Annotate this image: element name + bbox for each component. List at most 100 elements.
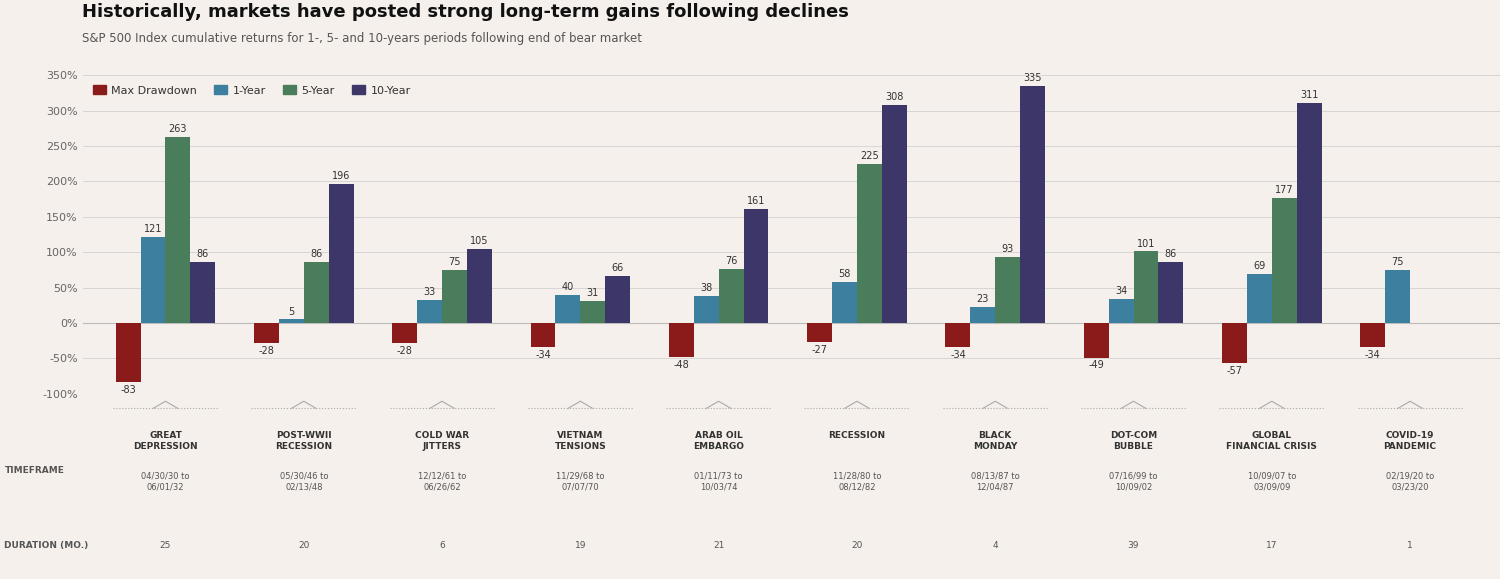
Text: 04/30/30 to
06/01/32: 04/30/30 to 06/01/32 — [141, 472, 189, 492]
Text: 75: 75 — [448, 257, 460, 267]
Text: 11/29/68 to
07/07/70: 11/29/68 to 07/07/70 — [556, 472, 604, 492]
Text: 10/09/07 to
03/09/09: 10/09/07 to 03/09/09 — [1248, 472, 1296, 492]
Text: 33: 33 — [423, 287, 435, 297]
Text: 75: 75 — [1392, 257, 1404, 267]
Text: 58: 58 — [839, 269, 850, 279]
Bar — [116, 323, 141, 382]
Text: 4: 4 — [993, 541, 998, 551]
Bar — [718, 269, 744, 323]
Text: 86: 86 — [310, 250, 322, 259]
Text: 38: 38 — [700, 283, 712, 293]
Bar — [1272, 197, 1296, 323]
Bar — [1384, 270, 1410, 323]
Text: Historically, markets have posted strong long-term gains following declines: Historically, markets have posted strong… — [82, 3, 849, 21]
Text: 121: 121 — [144, 225, 162, 234]
Text: 335: 335 — [1023, 73, 1042, 83]
Bar — [141, 237, 165, 323]
Text: DOT-COM
BUBBLE: DOT-COM BUBBLE — [1110, 431, 1156, 451]
Text: 177: 177 — [1275, 185, 1293, 195]
Text: COVID-19
PANDEMIC: COVID-19 PANDEMIC — [1383, 431, 1437, 451]
Text: GREAT
DEPRESSION: GREAT DEPRESSION — [134, 431, 198, 451]
Text: 101: 101 — [1137, 239, 1155, 248]
Text: 69: 69 — [1252, 261, 1266, 272]
Text: 161: 161 — [747, 196, 765, 206]
Bar — [1020, 86, 1046, 323]
Bar — [190, 262, 216, 323]
Text: 23: 23 — [976, 294, 988, 304]
Text: -57: -57 — [1227, 366, 1242, 376]
Bar — [1246, 274, 1272, 323]
Text: -83: -83 — [120, 384, 136, 394]
Bar — [1108, 299, 1134, 323]
Text: -34: -34 — [536, 350, 550, 360]
Bar — [945, 323, 970, 347]
Text: 25: 25 — [160, 541, 171, 551]
Text: 01/11/73 to
10/03/74: 01/11/73 to 10/03/74 — [694, 472, 742, 492]
Text: 19: 19 — [574, 541, 586, 551]
Text: 20: 20 — [852, 541, 862, 551]
Text: -28: -28 — [258, 346, 274, 356]
Bar — [1360, 323, 1384, 347]
Text: 02/19/20 to
03/23/20: 02/19/20 to 03/23/20 — [1386, 472, 1434, 492]
Text: 66: 66 — [612, 263, 624, 273]
Bar — [304, 262, 328, 323]
Bar — [279, 320, 304, 323]
Text: 86: 86 — [1164, 250, 1178, 259]
Bar — [1083, 323, 1108, 358]
Text: POST-WWII
RECESSION: POST-WWII RECESSION — [274, 431, 333, 451]
Text: DURATION (MO.): DURATION (MO.) — [4, 541, 88, 551]
Text: 196: 196 — [332, 171, 351, 181]
Bar — [555, 295, 580, 323]
Bar — [604, 276, 630, 323]
Text: BLACK
MONDAY: BLACK MONDAY — [974, 431, 1017, 451]
Bar — [328, 184, 354, 323]
Bar — [531, 323, 555, 347]
Text: 1: 1 — [1407, 541, 1413, 551]
Bar — [744, 209, 768, 323]
Bar — [1158, 262, 1184, 323]
Bar — [807, 323, 832, 342]
Text: -48: -48 — [674, 360, 688, 370]
Bar — [994, 257, 1020, 323]
Text: ARAB OIL
EMBARGO: ARAB OIL EMBARGO — [693, 431, 744, 451]
Bar — [393, 323, 417, 343]
Text: RECESSION: RECESSION — [828, 431, 885, 441]
Bar — [442, 270, 466, 323]
Text: TIMEFRAME: TIMEFRAME — [4, 466, 64, 475]
Bar — [833, 282, 856, 323]
Text: 105: 105 — [470, 236, 489, 246]
Bar — [165, 137, 190, 323]
Text: -34: -34 — [950, 350, 966, 360]
Bar — [1296, 103, 1322, 323]
Text: -34: -34 — [1365, 350, 1380, 360]
Text: GLOBAL
FINANCIAL CRISIS: GLOBAL FINANCIAL CRISIS — [1227, 431, 1317, 451]
Text: 5: 5 — [288, 307, 294, 317]
Text: 21: 21 — [712, 541, 724, 551]
Text: 40: 40 — [562, 282, 574, 292]
Text: -28: -28 — [398, 346, 412, 356]
Text: COLD WAR
JITTERS: COLD WAR JITTERS — [416, 431, 470, 451]
Text: 34: 34 — [1114, 286, 1126, 296]
Text: -27: -27 — [812, 345, 828, 355]
Bar — [669, 323, 694, 357]
Text: 93: 93 — [1002, 244, 1014, 254]
Bar — [254, 323, 279, 343]
Text: 39: 39 — [1128, 541, 1140, 551]
Bar — [1222, 323, 1246, 363]
Text: 11/28/80 to
08/12/82: 11/28/80 to 08/12/82 — [833, 472, 880, 492]
Text: 6: 6 — [440, 541, 446, 551]
Text: 31: 31 — [586, 288, 598, 298]
Text: VIETNAM
TENSIONS: VIETNAM TENSIONS — [555, 431, 606, 451]
Text: 225: 225 — [859, 151, 879, 161]
Text: 311: 311 — [1300, 90, 1318, 100]
Text: 05/30/46 to
02/13/48: 05/30/46 to 02/13/48 — [279, 472, 328, 492]
Bar — [466, 248, 492, 323]
Text: 308: 308 — [885, 92, 903, 102]
Text: -49: -49 — [1089, 361, 1104, 371]
Bar — [882, 105, 906, 323]
Bar — [694, 296, 718, 323]
Bar — [417, 299, 442, 323]
Text: 86: 86 — [196, 250, 208, 259]
Text: 12/12/61 to
06/26/62: 12/12/61 to 06/26/62 — [419, 472, 466, 492]
Text: 17: 17 — [1266, 541, 1278, 551]
